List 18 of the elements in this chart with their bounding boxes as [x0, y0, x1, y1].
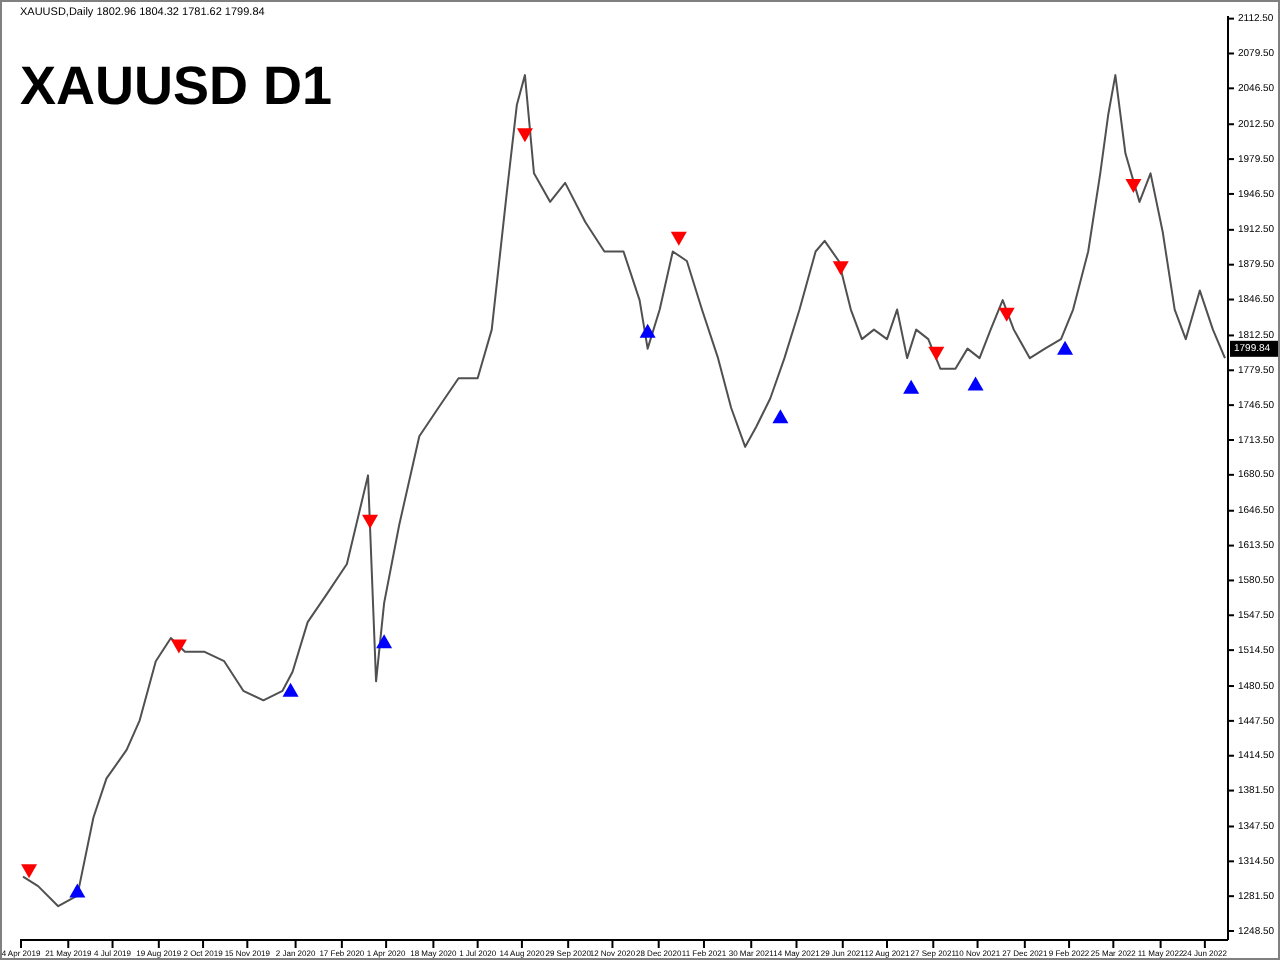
point	[1125, 178, 1142, 193]
point	[928, 346, 945, 361]
point	[998, 307, 1015, 322]
text: XAUUSD D1	[20, 56, 333, 116]
point	[903, 379, 920, 394]
point	[21, 864, 38, 879]
point	[832, 261, 849, 276]
point	[516, 128, 533, 143]
point	[170, 639, 187, 654]
point	[639, 323, 656, 338]
point	[772, 409, 789, 424]
point	[282, 682, 299, 697]
point	[362, 514, 379, 529]
point	[69, 883, 86, 898]
point	[376, 634, 393, 649]
point	[1057, 340, 1074, 355]
point	[670, 231, 687, 246]
point	[967, 376, 984, 391]
